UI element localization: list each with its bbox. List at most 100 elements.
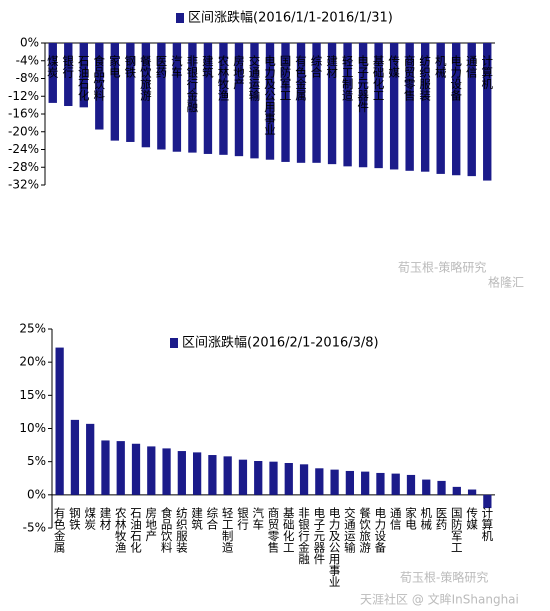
- bar: [284, 462, 293, 495]
- x-tick-label: 银行: [61, 54, 75, 79]
- bar: [315, 468, 324, 495]
- watermark: 格隆汇: [488, 275, 524, 290]
- y-tick-label: -32%: [8, 178, 39, 192]
- bar: [312, 43, 321, 163]
- bar: [234, 43, 244, 157]
- x-tick-label: 有色金属: [294, 54, 308, 102]
- bar: [188, 43, 197, 153]
- x-tick-label: 医药: [435, 507, 449, 531]
- bar: [86, 423, 95, 495]
- x-tick-label: 电力设备: [449, 55, 463, 102]
- bar: [95, 43, 104, 130]
- x-tick-label: 纺织服装: [175, 506, 189, 554]
- x-tick-label: 农林牧渔: [114, 506, 128, 554]
- bar: [345, 470, 355, 495]
- bar: [389, 43, 399, 170]
- x-tick-label: 煤炭: [83, 507, 97, 531]
- bar: [358, 43, 368, 168]
- y-tick-label: 10%: [19, 421, 46, 435]
- x-tick-label: 通信: [389, 507, 403, 531]
- bar: [238, 459, 248, 495]
- x-tick-label: 电子元器件: [312, 507, 326, 565]
- watermark: 天涯社区 @ 文眸InShanghai: [360, 592, 519, 607]
- x-tick-label: 钢铁: [123, 55, 137, 78]
- y-tick-label: 25%: [19, 322, 46, 336]
- y-tick-label: -5%: [23, 521, 46, 535]
- bar: [467, 489, 477, 495]
- bar: [452, 486, 461, 495]
- bar: [223, 456, 232, 495]
- x-tick-label: 机械: [419, 506, 433, 531]
- x-tick-label: 有色金属: [53, 506, 67, 554]
- y-tick-label: 5%: [27, 454, 46, 468]
- bar: [177, 451, 186, 495]
- y-tick-label: -8%: [16, 71, 39, 85]
- x-tick-label: 食品饮料: [160, 506, 174, 554]
- x-tick-label: 餐饮旅游: [358, 506, 372, 553]
- x-tick-label: 家电: [108, 54, 122, 78]
- x-tick-label: 交通运输: [247, 54, 261, 102]
- bar: [162, 448, 171, 495]
- bar: [361, 471, 370, 495]
- x-tick-label: 轻工制造: [341, 54, 355, 101]
- x-tick-label: 国防军工: [450, 507, 464, 553]
- x-tick-label: 计算机: [480, 55, 494, 90]
- bar: [172, 43, 182, 152]
- bar: [79, 43, 88, 108]
- bar: [327, 43, 337, 165]
- x-tick-label: 汽车: [251, 506, 265, 531]
- x-tick-label: 煤炭: [46, 55, 60, 79]
- bar: [374, 43, 383, 169]
- y-tick-label: -20%: [8, 124, 39, 138]
- bar: [254, 461, 263, 495]
- legend-swatch: [176, 13, 184, 23]
- x-tick-label: 家电: [404, 506, 418, 530]
- x-tick-label: 轻工制造: [221, 506, 235, 553]
- y-tick-label: 0%: [20, 36, 39, 50]
- bar: [437, 480, 446, 495]
- y-tick-label: -24%: [8, 142, 39, 156]
- bar: [116, 441, 125, 495]
- bar: [391, 473, 400, 495]
- bar: [48, 43, 57, 103]
- x-tick-label: 传媒: [387, 54, 401, 79]
- x-tick-label: 机械: [434, 54, 448, 79]
- bar: [203, 43, 213, 154]
- bar: [70, 419, 80, 495]
- x-tick-label: 银行: [236, 506, 250, 531]
- bar: [147, 446, 156, 495]
- bar: [406, 474, 416, 495]
- x-tick-label: 建材: [98, 506, 112, 530]
- x-tick-label: 非银行金融: [185, 55, 199, 113]
- y-tick-label: 0%: [27, 487, 46, 501]
- x-tick-label: 农林牧渔: [216, 54, 230, 102]
- x-tick-label: 建筑: [201, 54, 215, 78]
- x-tick-label: 商贸零售: [403, 54, 417, 102]
- bar: [422, 479, 431, 495]
- bar: [101, 440, 110, 495]
- x-tick-label: 餐饮旅游: [139, 54, 153, 101]
- bar: [55, 347, 64, 495]
- y-tick-label: 20%: [19, 355, 46, 369]
- x-tick-label: 传媒: [465, 506, 479, 531]
- x-tick-label: 钢铁: [68, 507, 82, 530]
- y-tick-label: 15%: [19, 388, 46, 402]
- bar: [281, 43, 290, 162]
- x-tick-label: 建材: [325, 54, 339, 78]
- watermark: 荀玉根-策略研究: [398, 260, 486, 275]
- bar: [330, 469, 339, 495]
- x-tick-label: 石油石化: [129, 507, 143, 554]
- y-tick-label: -28%: [8, 160, 39, 174]
- x-tick-label: 食品饮料: [92, 54, 106, 102]
- legend-label: 区间涨跌幅(2016/2/1-2016/3/8): [182, 335, 379, 351]
- x-tick-label: 综合: [205, 506, 219, 530]
- x-tick-label: 国防军工: [279, 55, 293, 101]
- y-tick-label: -12%: [8, 89, 39, 103]
- bar: [110, 43, 120, 141]
- bar: [269, 461, 278, 495]
- x-tick-label: 综合: [310, 54, 324, 78]
- bar: [483, 494, 492, 509]
- y-tick-label: -4%: [16, 53, 39, 67]
- x-tick-label: 房地产: [232, 55, 246, 90]
